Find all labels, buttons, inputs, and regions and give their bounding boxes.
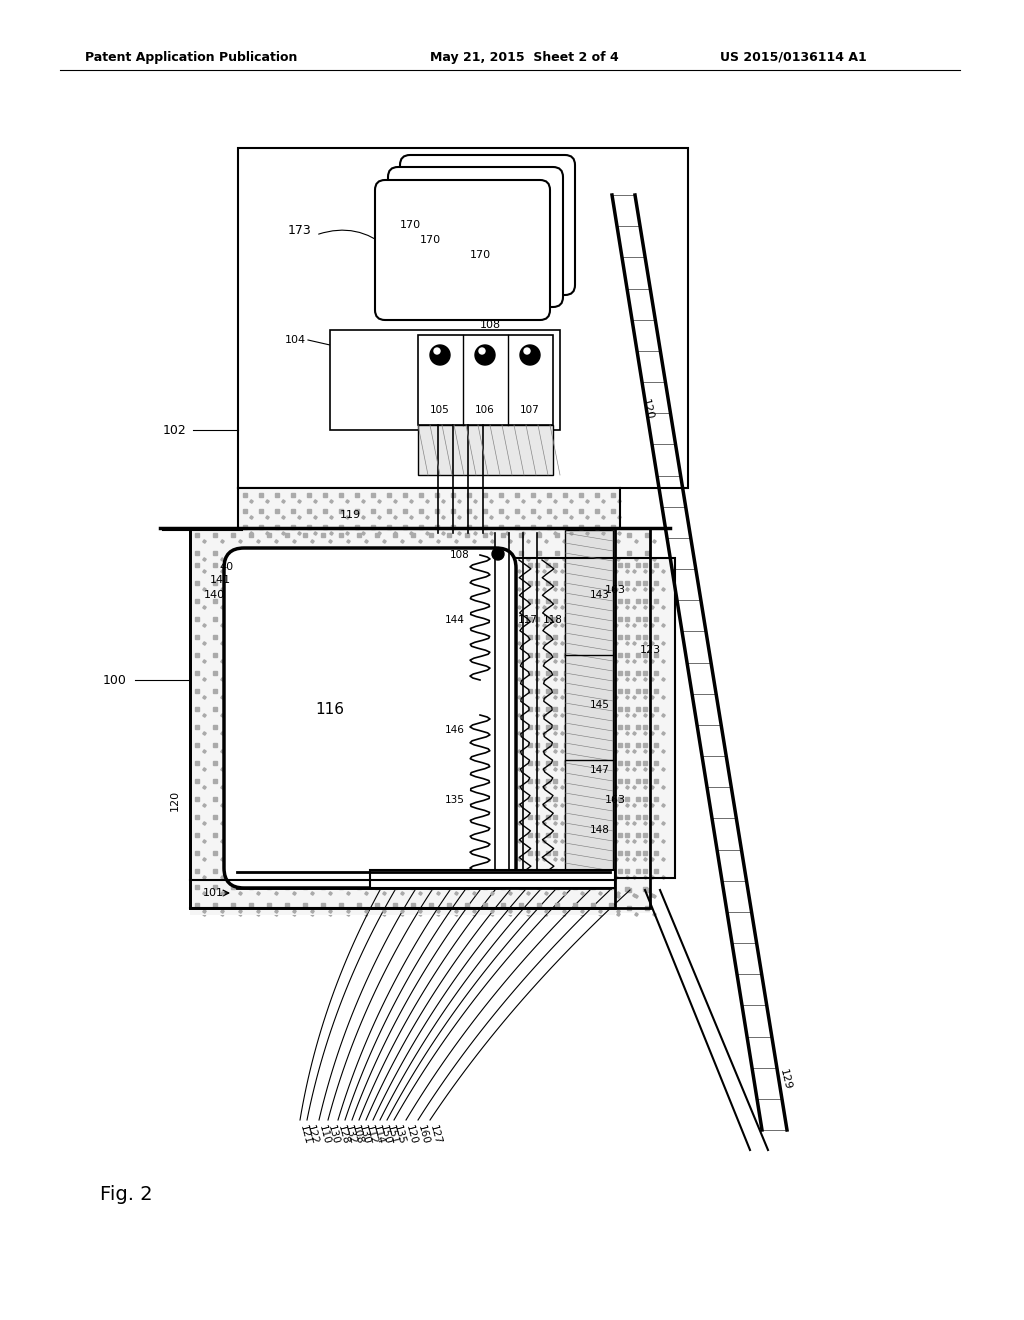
Text: 170: 170 — [420, 235, 440, 246]
Circle shape — [430, 345, 450, 366]
Text: 118: 118 — [543, 615, 563, 624]
Circle shape — [434, 348, 440, 354]
Bar — [418, 425, 553, 475]
Bar — [418, 335, 553, 425]
Text: 108: 108 — [479, 319, 501, 330]
Circle shape — [520, 345, 540, 366]
Text: 144: 144 — [445, 615, 465, 624]
Text: 135: 135 — [445, 795, 465, 805]
Text: 108: 108 — [349, 1125, 365, 1146]
Text: 163: 163 — [604, 795, 626, 805]
Text: 107: 107 — [520, 405, 540, 414]
Text: 119: 119 — [339, 510, 360, 520]
Text: 120: 120 — [403, 1125, 419, 1146]
Text: 102: 102 — [163, 424, 186, 437]
Bar — [330, 330, 560, 430]
Text: 148: 148 — [590, 825, 610, 836]
Text: 146: 146 — [445, 725, 465, 735]
FancyBboxPatch shape — [400, 154, 575, 294]
Text: 117: 117 — [518, 615, 538, 624]
Bar — [565, 531, 613, 880]
Text: 130: 130 — [326, 1125, 340, 1146]
Bar — [190, 528, 650, 558]
Bar — [190, 883, 650, 913]
Text: 147: 147 — [590, 766, 610, 775]
FancyBboxPatch shape — [388, 168, 563, 308]
Text: 40: 40 — [219, 562, 233, 572]
Bar — [190, 880, 615, 915]
Text: 145: 145 — [590, 700, 610, 710]
Text: 132: 132 — [343, 1125, 357, 1146]
Text: 150: 150 — [378, 1125, 392, 1146]
Text: 106: 106 — [475, 405, 495, 414]
Bar — [238, 488, 620, 531]
Text: 105: 105 — [430, 405, 450, 414]
Text: 122: 122 — [304, 1125, 319, 1146]
Text: 101: 101 — [203, 888, 223, 898]
Bar — [238, 148, 688, 488]
Bar — [234, 558, 675, 878]
Text: 120: 120 — [640, 399, 654, 421]
Text: 121: 121 — [298, 1125, 312, 1146]
Bar — [190, 558, 234, 908]
Text: 112: 112 — [364, 1125, 379, 1146]
Text: 135: 135 — [391, 1125, 407, 1146]
Text: 123: 123 — [639, 645, 660, 655]
Bar — [234, 558, 675, 878]
FancyBboxPatch shape — [224, 548, 516, 888]
Text: 100: 100 — [103, 673, 127, 686]
Bar — [370, 870, 615, 888]
Circle shape — [479, 348, 485, 354]
Text: 130: 130 — [356, 1125, 372, 1146]
Text: 120: 120 — [170, 789, 180, 810]
Text: 129: 129 — [777, 1068, 793, 1092]
Text: 163: 163 — [604, 585, 626, 595]
Text: 151: 151 — [385, 1125, 399, 1146]
Text: 170: 170 — [399, 220, 421, 230]
Text: 128: 128 — [336, 1125, 350, 1146]
Bar — [190, 528, 615, 908]
Text: 160: 160 — [416, 1125, 430, 1146]
Text: May 21, 2015  Sheet 2 of 4: May 21, 2015 Sheet 2 of 4 — [430, 50, 618, 63]
Bar — [530, 558, 650, 908]
Circle shape — [475, 345, 495, 366]
Text: 140: 140 — [204, 590, 224, 601]
Text: 110: 110 — [316, 1125, 332, 1146]
Text: 104: 104 — [285, 335, 305, 345]
Text: 141: 141 — [210, 576, 230, 585]
Text: 170: 170 — [469, 249, 490, 260]
Bar — [190, 528, 650, 908]
Text: 114: 114 — [371, 1125, 385, 1146]
Text: 127: 127 — [428, 1125, 442, 1146]
Circle shape — [492, 548, 504, 560]
Text: 108: 108 — [451, 550, 470, 560]
Text: 143: 143 — [590, 590, 610, 601]
Text: 173: 173 — [288, 223, 312, 236]
Text: Patent Application Publication: Patent Application Publication — [85, 50, 297, 63]
Circle shape — [524, 348, 530, 354]
FancyBboxPatch shape — [375, 180, 550, 319]
Text: 116: 116 — [315, 702, 344, 718]
Text: Fig. 2: Fig. 2 — [100, 1185, 153, 1204]
Text: US 2015/0136114 A1: US 2015/0136114 A1 — [720, 50, 866, 63]
